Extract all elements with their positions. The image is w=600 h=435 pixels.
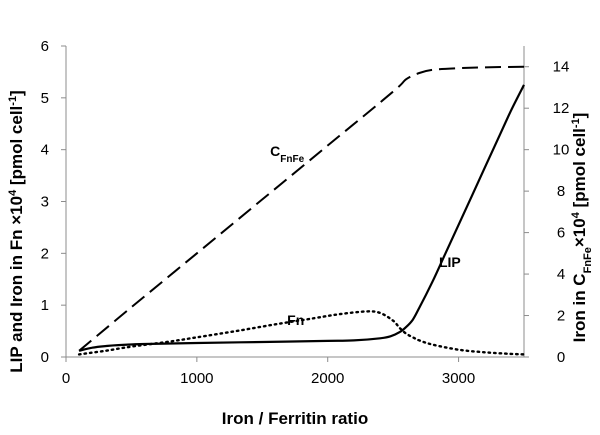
y-left-tick-label: 3	[41, 194, 49, 211]
x-tick-label: 3000	[442, 370, 475, 387]
y-right-title-unit-sup: -1	[570, 118, 582, 128]
y-right-title-mid: ×10	[570, 218, 589, 247]
y-right-tick-label: 8	[557, 183, 565, 200]
y-right-tick-label: 12	[553, 100, 570, 117]
x-tick-label: 1000	[180, 370, 213, 387]
y-left-tick-label: 0	[41, 349, 49, 366]
y-left-title-unit: [pmol cell	[7, 106, 26, 190]
y-left-title-unit-sup: -1	[7, 96, 19, 106]
axes	[61, 45, 529, 362]
x-tick-label: 2000	[311, 370, 344, 387]
y-right-title-unit: [pmol cell	[570, 128, 589, 212]
y-right-tick-label: 14	[553, 59, 570, 76]
y-right-title-sub: FnFe	[582, 247, 594, 273]
y-right-tick-label: 4	[557, 266, 565, 283]
y-right-title-unit-end: ]	[570, 113, 589, 119]
y-right-tick-label: 6	[557, 225, 565, 242]
y-left-tick-label: 2	[41, 245, 49, 262]
annotation-fn: Fn	[287, 312, 304, 328]
y-axis-right-title: Iron in CFnFe×104 [pmol cell-1]	[570, 113, 594, 343]
annotation-lip: LIP	[439, 254, 461, 270]
y-right-tick-label: 0	[557, 349, 565, 366]
y-left-title-sup: 4	[7, 189, 19, 196]
y-right-title-prefix: Iron in C	[570, 273, 589, 342]
y-left-tick-label: 5	[41, 90, 49, 107]
y-right-tick-label: 2	[557, 308, 565, 325]
annotations: CFnFe LIP Fn	[270, 143, 461, 328]
series-line-fn	[77, 310, 526, 356]
annotation-cfnfe: CFnFe	[270, 143, 304, 165]
y-left-tick-label: 1	[41, 297, 49, 314]
y-right-tick-label: 10	[553, 142, 570, 159]
y-left-title-unit-end: ]	[7, 90, 26, 96]
y-axis-left-title: LIP and Iron in Fn ×104 [pmol cell-1]	[7, 90, 26, 372]
y-left-tick-label: 4	[41, 142, 49, 159]
y-left-title-prefix: LIP and Iron in Fn ×10	[7, 196, 26, 373]
y-right-title-sup: 4	[570, 211, 582, 218]
x-axis-title: Iron / Ferritin ratio	[222, 409, 368, 428]
series-layer	[77, 65, 526, 356]
series-line-lip	[78, 84, 525, 352]
x-tick-label: 0	[62, 370, 70, 387]
y-left-tick-label: 6	[41, 38, 49, 55]
series-line-cfnfe	[78, 65, 525, 352]
